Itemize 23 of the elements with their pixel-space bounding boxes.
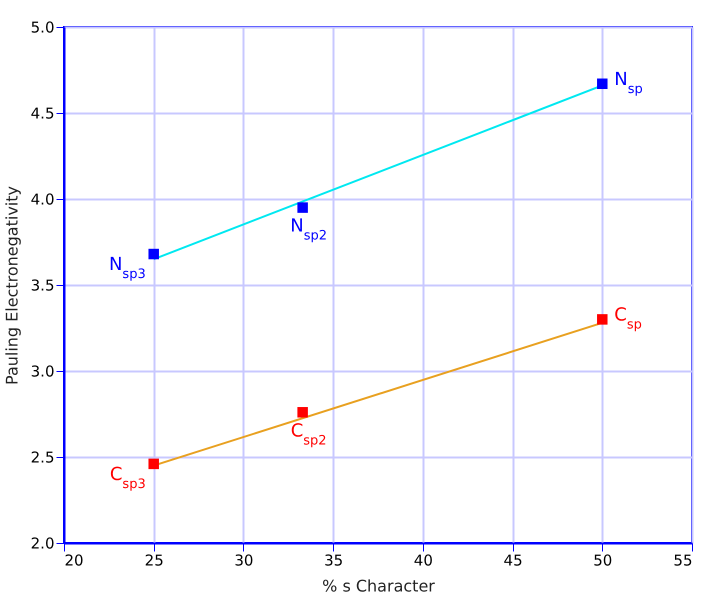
y-axis-title: Pauling Electronegativity <box>2 186 22 385</box>
x-tick-label: 55 <box>673 552 692 570</box>
x-tick-label: 30 <box>234 552 254 570</box>
x-tick-label: 25 <box>144 552 164 570</box>
annotation: C$_{sp2}$ <box>290 420 327 448</box>
x-tick-label: 45 <box>504 552 523 570</box>
y-tick-label: 4.5 <box>30 104 54 122</box>
y-tick-label: 3.5 <box>30 276 54 294</box>
annotation: N$_{sp3}$ <box>108 254 146 282</box>
y-tick-label: 4.0 <box>30 190 54 208</box>
x-tick-label: 35 <box>324 552 344 570</box>
annotation: N$_{sp2}$ <box>290 216 328 244</box>
y-tick-label: 2.0 <box>30 534 54 552</box>
x-tick-label: 40 <box>414 552 433 570</box>
annotation: C$_{sp}$ <box>614 304 642 332</box>
y-tick-label: 3.0 <box>30 362 54 380</box>
annotation: N$_{sp}$ <box>614 68 643 96</box>
annotation: C$_{sp3}$ <box>110 464 146 492</box>
y-tick-label: 2.5 <box>30 448 54 466</box>
x-tick-label: 50 <box>593 552 612 570</box>
y-tick-label: 5.0 <box>30 18 54 36</box>
x-axis-title: % s Character <box>322 576 436 596</box>
x-tick-label: 20 <box>64 552 84 570</box>
